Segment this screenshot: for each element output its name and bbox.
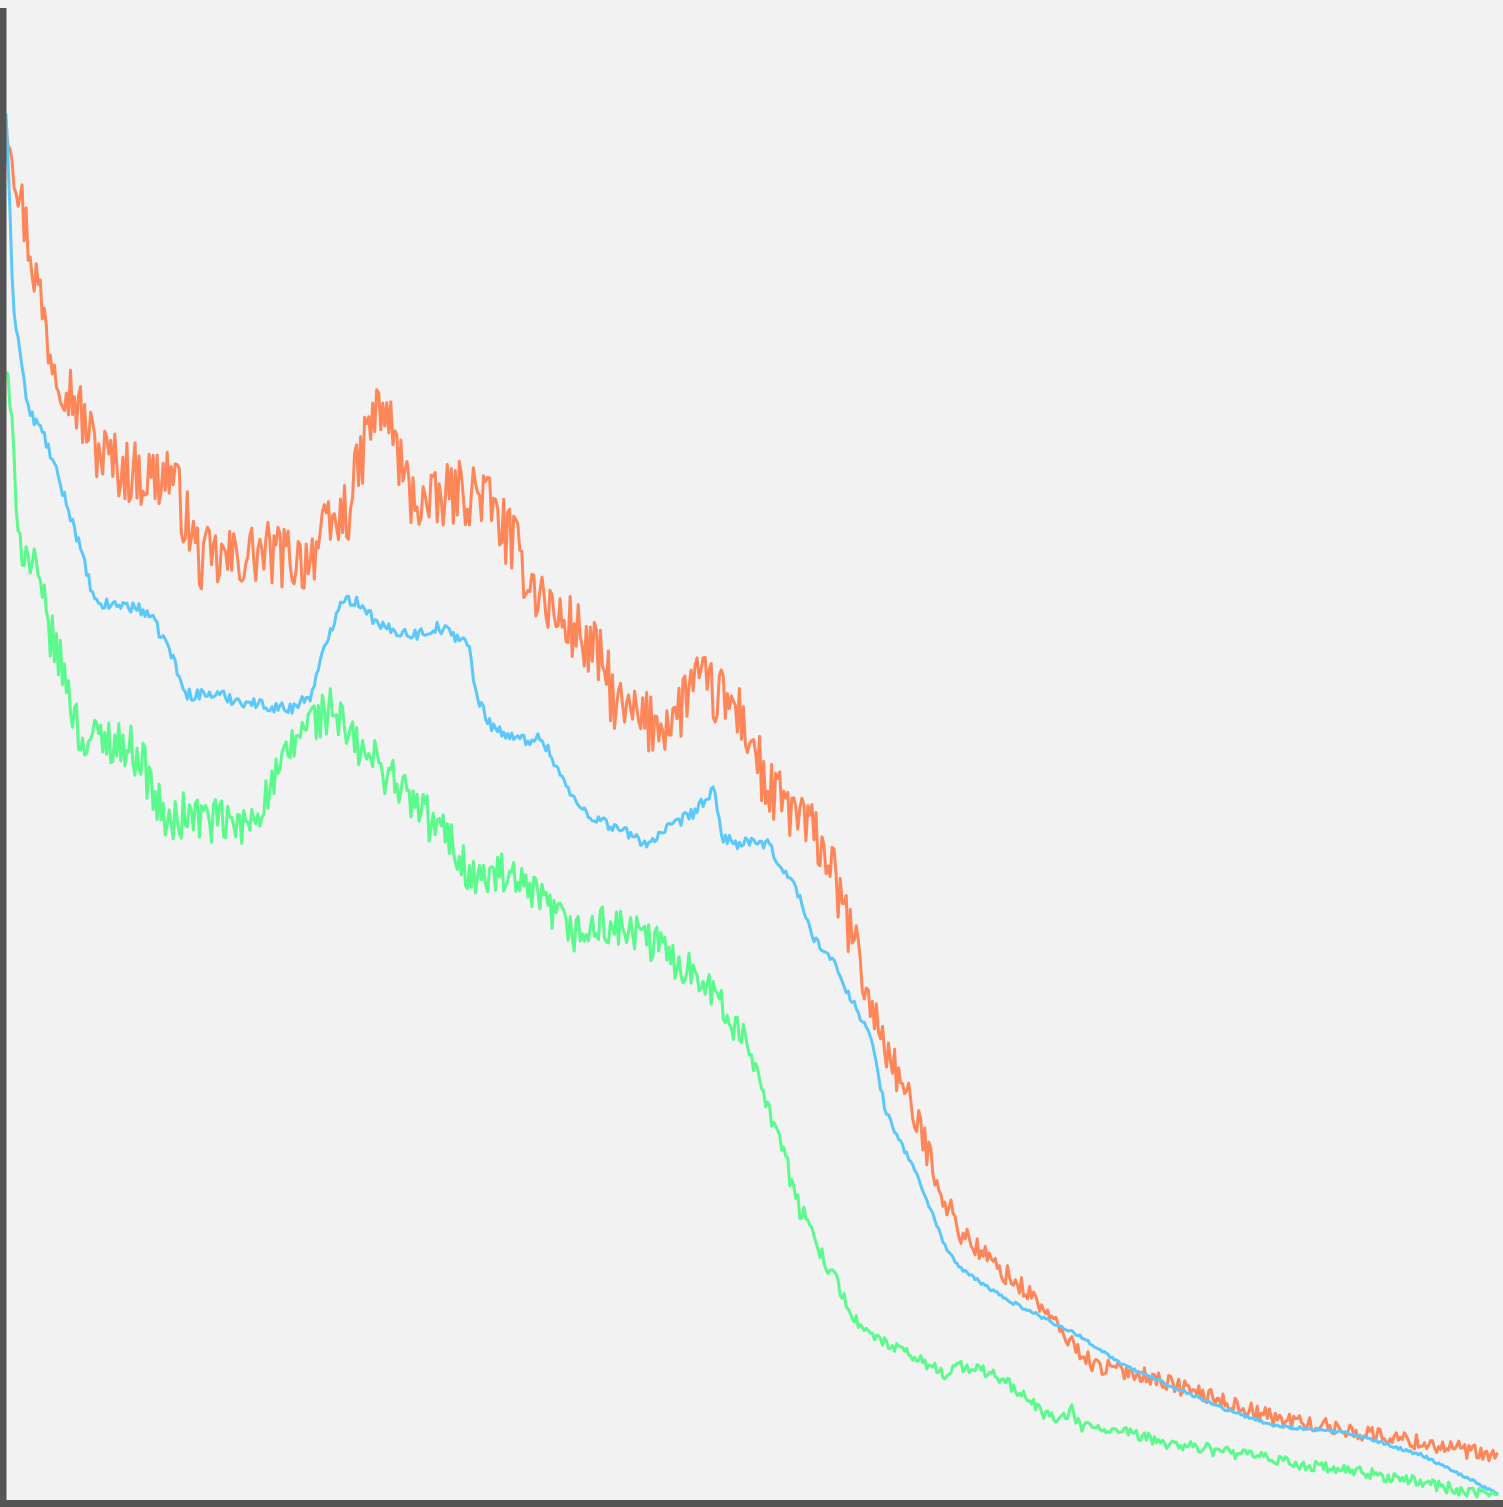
series-line-2 [4, 113, 1499, 1495]
series-line-3 [4, 370, 1499, 1499]
series-line-1 [4, 118, 1499, 1463]
series-layer [4, 113, 1499, 1499]
